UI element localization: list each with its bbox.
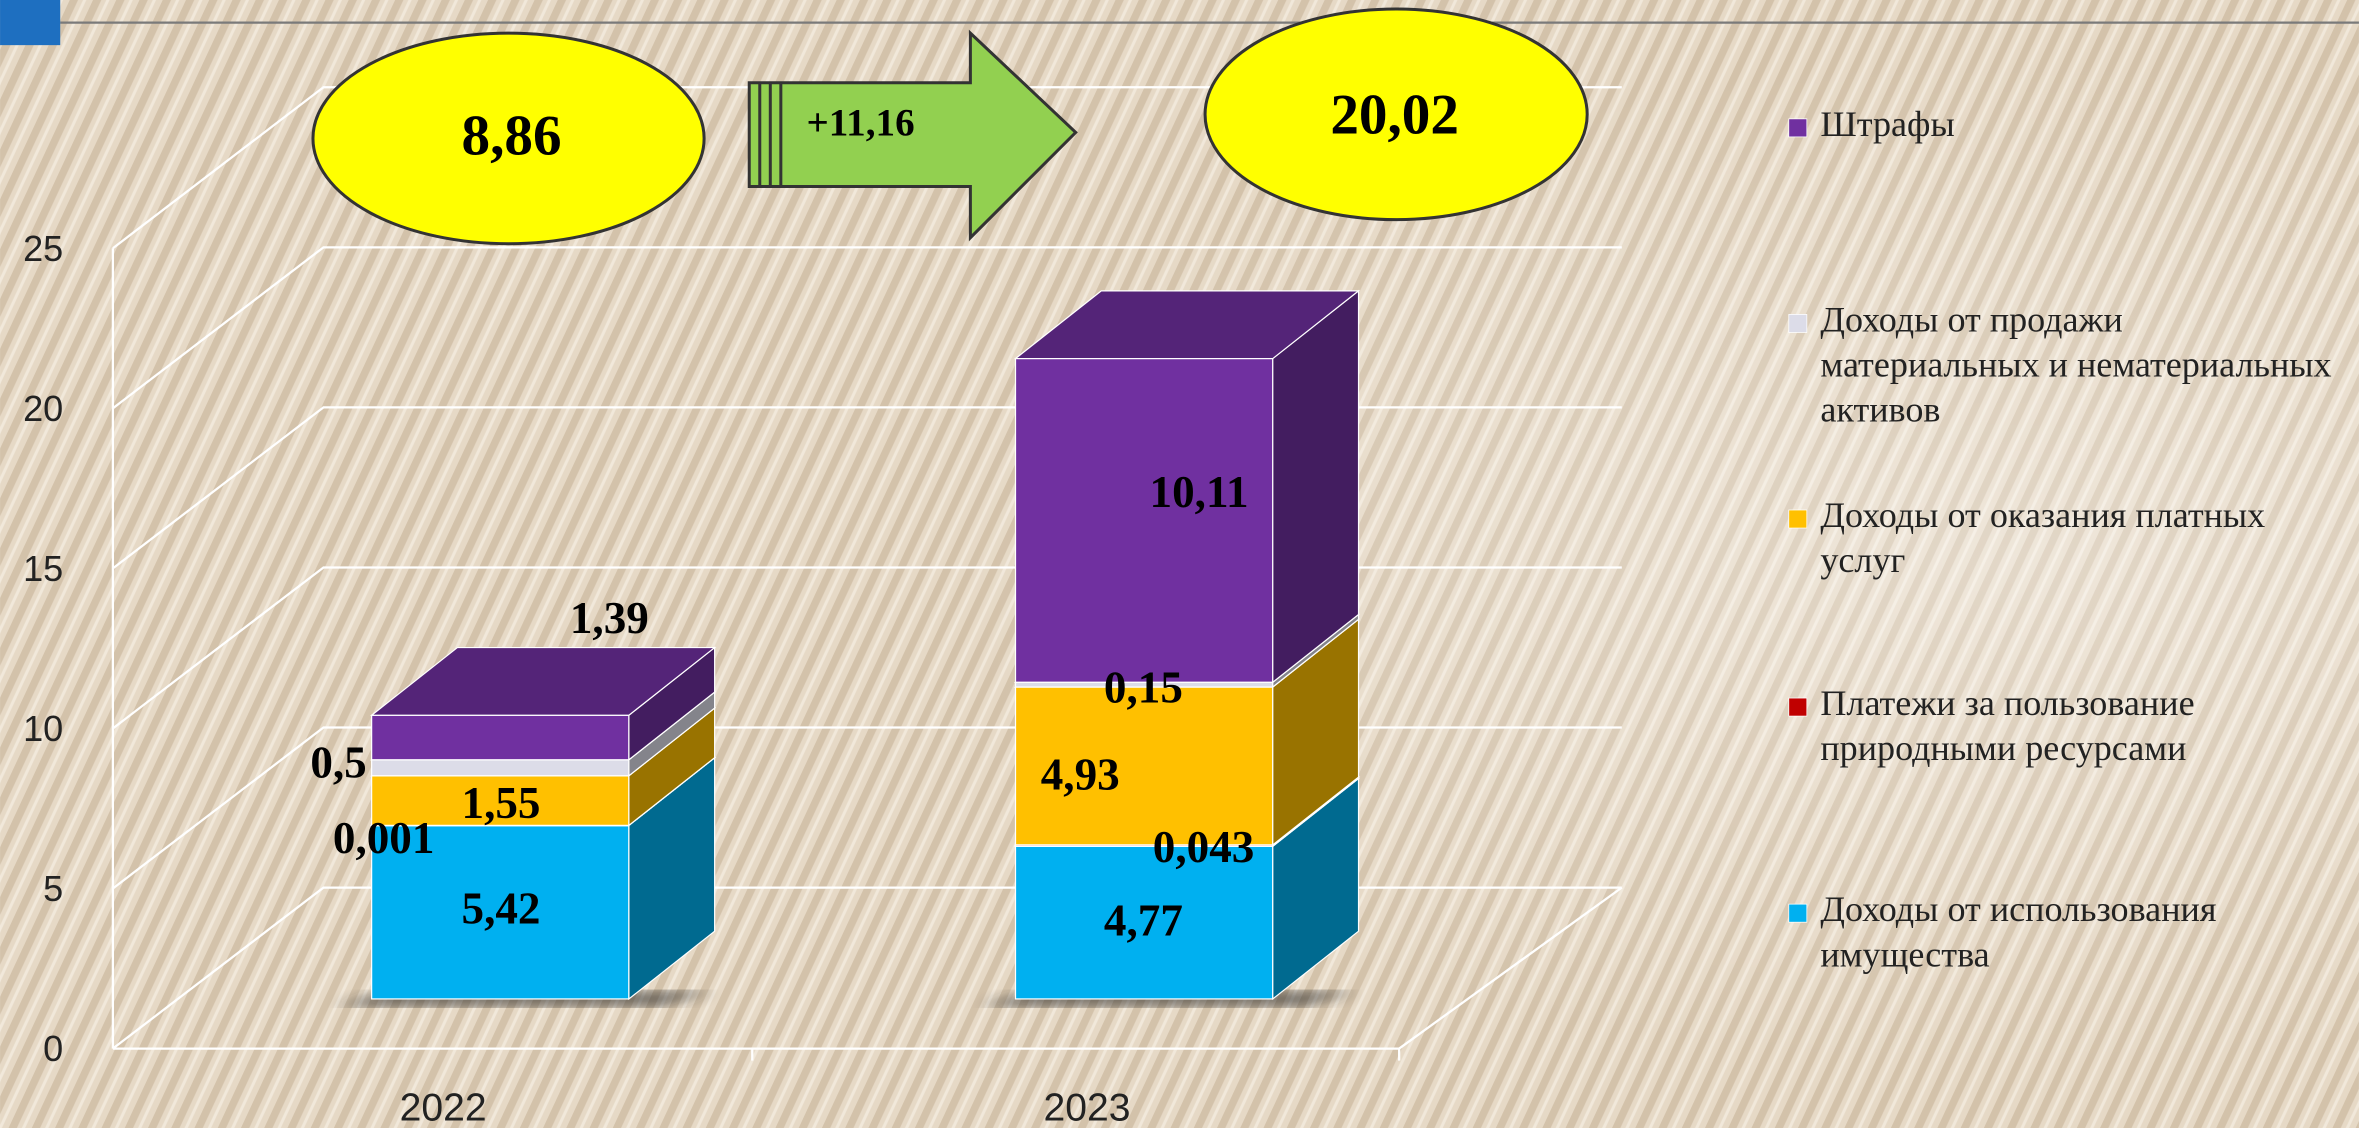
- annotations: 8,86 +11,16 20,02: [311, 7, 1589, 246]
- bar-top: [369, 646, 717, 716]
- data-label: 0,15: [1104, 662, 1183, 712]
- y-tick-label: 20: [23, 388, 63, 429]
- data-label: 5,42: [462, 884, 541, 934]
- y-tick-label: 10: [23, 708, 63, 749]
- legend-swatch: [1788, 118, 1808, 138]
- y-tick-label: 5: [43, 868, 63, 909]
- annotation: +11,16: [807, 101, 915, 144]
- legend-label: Доходы от использования имущества: [1820, 889, 2216, 974]
- bar-top: [1013, 290, 1361, 360]
- bar-side: [1272, 289, 1360, 684]
- legend-label: Доходы от оказания платных услуг: [1820, 495, 2265, 580]
- bars: [334, 289, 1361, 1007]
- bar-segment: [371, 824, 630, 1000]
- data-label: 4,93: [1041, 750, 1120, 800]
- y-tick-label: 15: [23, 548, 63, 589]
- bar-segment: [371, 714, 630, 761]
- legend-label: Штрафы: [1820, 104, 1954, 144]
- annotation: 8,86: [462, 105, 562, 168]
- y-tick-label: 0: [43, 1028, 63, 1069]
- legend-swatch: [1788, 903, 1808, 923]
- bar-segment: [1014, 357, 1274, 683]
- ellipse: [311, 31, 706, 246]
- legend-label: Доходы от продажи материальных и нематери…: [1820, 300, 2331, 430]
- grid-line: [112, 246, 1622, 410]
- logo: [0, 0, 61, 46]
- bar-segment: [371, 759, 630, 777]
- data-label: 0,043: [1153, 822, 1255, 872]
- x-tick-label: 2022: [400, 1087, 487, 1128]
- labels: 5,42 0,001 1,55 0,5 1,39 4,77 0,043 4,93 0,15 10,…: [310, 467, 1254, 946]
- data-label: 4,77: [1104, 896, 1183, 946]
- arrow: [747, 29, 1078, 242]
- legend-swatch: [1788, 509, 1808, 529]
- legend-swatch: [1788, 314, 1808, 333]
- x-tick-label: 2023: [1043, 1087, 1130, 1128]
- annotation: 20,02: [1330, 83, 1459, 146]
- data-label: 1,39: [570, 593, 649, 643]
- ellipse: [1203, 7, 1589, 222]
- bar-segment: [371, 775, 630, 826]
- legend-swatch: [1788, 697, 1808, 717]
- legend: Доходы от использования имущества Платежи …: [1788, 104, 2332, 975]
- data-label: 1,55: [462, 778, 541, 828]
- bar-segment: [1014, 845, 1274, 1000]
- legend-label: Платежи за пользование природными ресурса…: [1820, 683, 2194, 768]
- y-tick-label: 25: [23, 228, 63, 269]
- grid-line: [112, 86, 1622, 250]
- data-label: 0,001: [333, 813, 435, 863]
- data-label: 10,11: [1150, 467, 1249, 517]
- data-label: 0,5: [310, 738, 366, 788]
